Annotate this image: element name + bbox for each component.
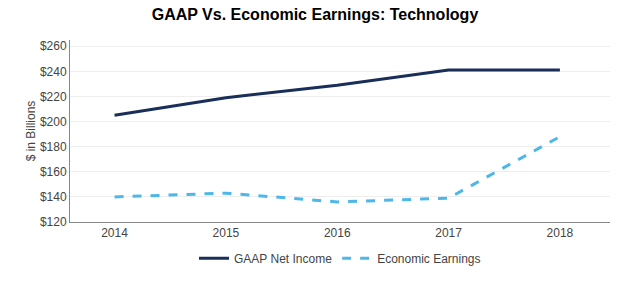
svg-text:$ in Billions: $ in Billions [24, 101, 38, 162]
svg-text:$160: $160 [40, 165, 67, 179]
svg-text:2016: 2016 [324, 226, 351, 240]
svg-text:$240: $240 [40, 65, 67, 79]
svg-text:2015: 2015 [213, 226, 240, 240]
svg-text:2018: 2018 [547, 226, 574, 240]
svg-text:2014: 2014 [101, 226, 128, 240]
svg-text:GAAP Net Income: GAAP Net Income [234, 252, 332, 266]
svg-text:2017: 2017 [435, 226, 462, 240]
svg-text:GAAP Vs. Economic Earnings: Te: GAAP Vs. Economic Earnings: Technology [152, 6, 479, 23]
svg-text:Economic Earnings: Economic Earnings [377, 252, 480, 266]
svg-text:$180: $180 [40, 140, 67, 154]
svg-text:$120: $120 [40, 215, 67, 229]
svg-text:$260: $260 [40, 39, 67, 53]
svg-text:$220: $220 [40, 90, 67, 104]
svg-text:$200: $200 [40, 115, 67, 129]
svg-text:$140: $140 [40, 190, 67, 204]
